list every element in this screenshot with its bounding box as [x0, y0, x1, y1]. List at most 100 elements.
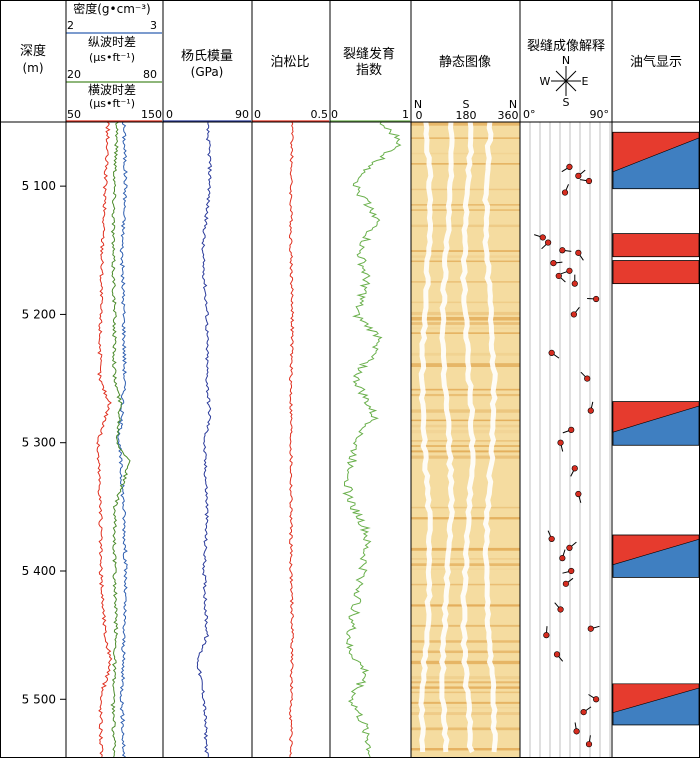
curve-4 — [196, 121, 213, 758]
density-min: 2 — [67, 19, 74, 32]
fracture-point — [566, 163, 573, 170]
fracture-point — [557, 439, 564, 446]
oil-zone — [612, 260, 700, 285]
fracture-index-max: 1 — [402, 108, 409, 121]
fracture-point — [559, 247, 566, 254]
image-band — [411, 445, 520, 447]
poisson-min: 0 — [254, 108, 261, 121]
fracture-point — [587, 407, 594, 414]
fracture-point — [570, 311, 577, 318]
oil-zone — [612, 233, 700, 258]
image-band — [411, 409, 520, 413]
depth-axis: 5 100 5 200 5 300 5 400 5 500 — [22, 179, 66, 706]
depth-tick-label: 5 400 — [22, 564, 56, 578]
oil-gas-label: 油气显示 — [630, 54, 682, 70]
image-band — [411, 122, 520, 126]
static-image-val-0: 0 — [416, 109, 423, 122]
fracture-interp-min: 0° — [523, 108, 536, 121]
image-sine-trace — [439, 121, 455, 753]
curve-2 — [110, 121, 131, 758]
image-band — [411, 424, 520, 428]
image-band — [411, 393, 520, 397]
fracture-point — [575, 172, 582, 179]
fracture-point — [555, 272, 562, 280]
image-band — [411, 727, 520, 731]
fracture-point — [580, 709, 587, 716]
image-band — [411, 748, 520, 751]
depth-unit: (m) — [22, 61, 43, 75]
static-image-tick-n2: N — [509, 98, 517, 111]
curve-6 — [342, 121, 402, 758]
fracture-point — [573, 728, 580, 735]
fracture-point — [539, 234, 546, 241]
static-image-track — [411, 121, 520, 757]
fracture-point — [584, 375, 591, 382]
fracture-point — [585, 177, 593, 185]
header: 深度 (m) 密度(g•cm⁻³) 2 3 纵波时差 (μs•ft⁻¹) 20 … — [20, 1, 682, 122]
image-band — [411, 137, 520, 139]
fracture-point — [568, 567, 575, 575]
image-band — [411, 455, 520, 459]
fracture-point — [575, 249, 582, 256]
depth-tick-label: 5 300 — [22, 436, 56, 450]
image-band — [411, 388, 520, 391]
fracture-point — [587, 625, 594, 632]
fracture-point — [593, 295, 600, 303]
curve-1 — [117, 121, 128, 758]
image-band — [411, 429, 520, 434]
image-band — [411, 450, 520, 453]
fracture-point — [575, 490, 582, 498]
fracture-point — [561, 189, 569, 196]
fracture-index-label-2: 指数 — [356, 63, 382, 78]
fracture-point — [548, 349, 555, 357]
fracture-point — [585, 741, 593, 748]
image-band — [411, 712, 520, 716]
fracture-point — [557, 606, 564, 613]
p-wave-min: 20 — [67, 68, 81, 81]
fracture-index-label-1: 裂缝发育 — [343, 46, 395, 62]
fracture-grid — [529, 122, 611, 757]
compass-s: S — [563, 96, 570, 109]
youngs-max: 90 — [235, 108, 249, 121]
image-band — [411, 706, 520, 709]
fracture-point — [559, 555, 566, 562]
image-band — [411, 517, 520, 520]
fracture-point — [568, 426, 575, 433]
image-band — [411, 701, 520, 704]
curve-3 — [96, 121, 113, 758]
compass-n: N — [562, 54, 570, 67]
image-band — [411, 419, 520, 422]
density-max: 3 — [150, 19, 157, 32]
density-label: 密度(g•cm⁻³) — [73, 1, 151, 16]
fracture-point — [545, 239, 552, 246]
image-band — [411, 152, 520, 155]
image-band — [411, 163, 520, 165]
oil-gas-zones — [612, 131, 700, 726]
depth-tick-label: 5 200 — [22, 307, 56, 321]
youngs-label: 杨氏模量 — [181, 49, 233, 64]
fracture-point — [550, 260, 557, 267]
poisson-max: 0.5 — [311, 108, 329, 121]
fracture-marks — [534, 163, 600, 748]
static-image-sines — [418, 121, 498, 754]
image-sine-trace — [418, 121, 434, 753]
image-band — [411, 691, 520, 694]
log-curves — [96, 121, 402, 758]
depth-tick-label: 5 500 — [22, 692, 56, 706]
compass-w: W — [540, 75, 551, 88]
s-wave-min: 50 — [67, 108, 81, 121]
poisson-label: 泊松比 — [270, 55, 309, 70]
fracture-point — [566, 267, 573, 274]
fracture-point — [543, 632, 550, 639]
fracture-point — [571, 465, 578, 472]
static-image-val-180: 180 — [456, 109, 477, 122]
image-sine-trace — [459, 121, 476, 754]
fracture-point — [553, 651, 561, 658]
static-image-label: 静态图像 — [439, 55, 491, 70]
p-wave-label: 纵波时差 — [88, 35, 136, 49]
fracture-index-min: 0 — [331, 108, 338, 121]
image-band — [411, 506, 520, 509]
p-wave-max: 80 — [143, 68, 157, 81]
fracture-point — [566, 544, 573, 551]
